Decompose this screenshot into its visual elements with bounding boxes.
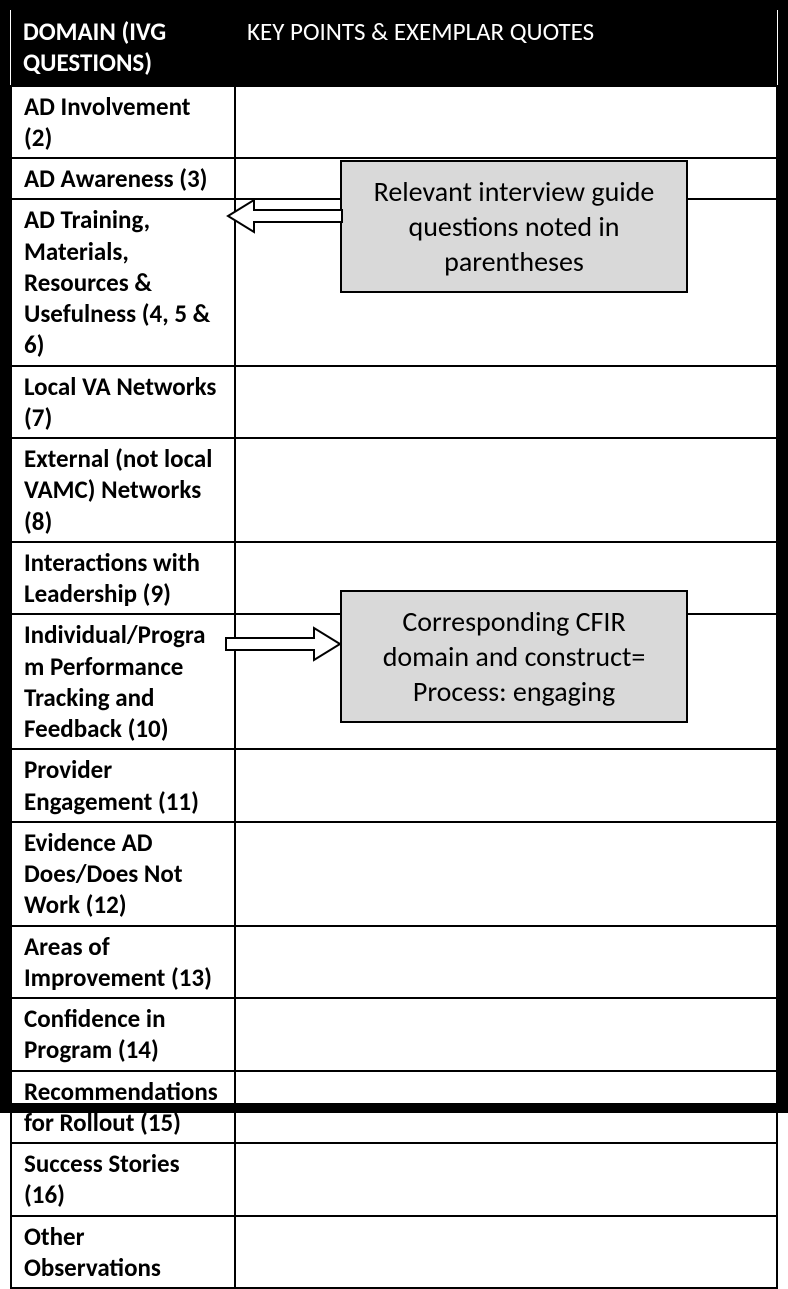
- table-row: Other Observations: [11, 1216, 777, 1289]
- domain-cell: Local VA Networks (7): [11, 366, 235, 439]
- table-row: Success Stories (16): [11, 1143, 777, 1216]
- keypoints-cell: [235, 438, 777, 542]
- table-row: AD Involvement (2): [11, 86, 777, 159]
- callout-cfir-domain: Corresponding CFIR domain and construct=…: [340, 590, 688, 723]
- table-header-row: DOMAIN (IVG QUESTIONS) KEY POINTS & EXEM…: [11, 10, 777, 86]
- domain-cell: AD Training, Materials, Resources & Usef…: [11, 199, 235, 365]
- page-frame: DOMAIN (IVG QUESTIONS) KEY POINTS & EXEM…: [0, 0, 788, 1113]
- domain-cell: AD Involvement (2): [11, 86, 235, 159]
- keypoints-cell: [235, 366, 777, 439]
- table-row: Areas of Improvement (13): [11, 926, 777, 999]
- table-row: External (not local VAMC) Networks (8): [11, 438, 777, 542]
- domain-cell: Evidence AD Does/Does Not Work (12): [11, 822, 235, 926]
- domain-cell: AD Awareness (3): [11, 158, 235, 199]
- domain-cell: Success Stories (16): [11, 1143, 235, 1216]
- arrow-right-icon: [224, 624, 344, 664]
- table-row: Confidence in Program (14): [11, 998, 777, 1071]
- domain-cell: Provider Engagement (11): [11, 749, 235, 822]
- arrow-left-icon: [224, 196, 344, 236]
- table-row: Recommendations for Rollout (15): [11, 1071, 777, 1144]
- table-row: Provider Engagement (11): [11, 749, 777, 822]
- domain-cell: External (not local VAMC) Networks (8): [11, 438, 235, 542]
- domain-cell: Individual/Program Performance Tracking …: [11, 614, 235, 749]
- table-header-keypoints: KEY POINTS & EXEMPLAR QUOTES: [235, 10, 777, 86]
- keypoints-cell: [235, 822, 777, 926]
- domain-cell: Interactions with Leadership (9): [11, 542, 235, 615]
- table-row: Evidence AD Does/Does Not Work (12): [11, 822, 777, 926]
- keypoints-cell: [235, 926, 777, 999]
- keypoints-cell: [235, 1071, 777, 1144]
- callout-text: Relevant interview guide questions noted…: [374, 174, 655, 279]
- keypoints-cell: [235, 998, 777, 1071]
- callout-text: Corresponding CFIR domain and construct=…: [383, 604, 646, 709]
- domain-cell: Areas of Improvement (13): [11, 926, 235, 999]
- keypoints-cell: [235, 1216, 777, 1289]
- keypoints-cell: [235, 749, 777, 822]
- table-header-domain: DOMAIN (IVG QUESTIONS): [11, 10, 235, 86]
- domain-cell: Confidence in Program (14): [11, 998, 235, 1071]
- callout-interview-guide: Relevant interview guide questions noted…: [340, 160, 688, 293]
- keypoints-cell: [235, 1143, 777, 1216]
- domain-cell: Recommendations for Rollout (15): [11, 1071, 235, 1144]
- domain-cell: Other Observations: [11, 1216, 235, 1289]
- keypoints-cell: [235, 86, 777, 159]
- table-row: Local VA Networks (7): [11, 366, 777, 439]
